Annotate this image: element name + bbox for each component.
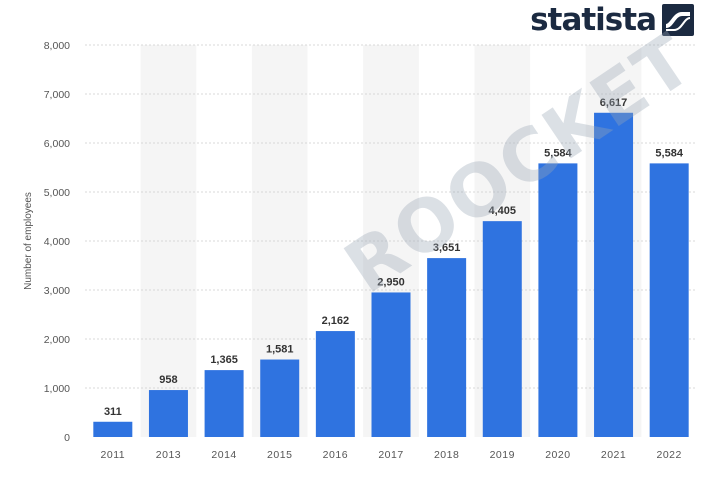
y-tick-label: 5,000 xyxy=(44,187,70,199)
data-label: 4,405 xyxy=(489,205,517,217)
x-tick-label: 2011 xyxy=(101,449,126,461)
bar xyxy=(260,359,300,437)
x-tick-label: 2017 xyxy=(378,449,403,461)
data-label: 5,584 xyxy=(544,147,572,159)
x-tick-label: 2014 xyxy=(211,449,236,461)
bars xyxy=(93,112,689,437)
bar xyxy=(482,221,522,437)
data-label: 958 xyxy=(159,374,177,386)
y-tick-label: 7,000 xyxy=(44,89,70,101)
y-tick-label: 6,000 xyxy=(44,138,70,150)
x-tick-label: 2019 xyxy=(490,449,515,461)
y-tick-label: 1,000 xyxy=(44,383,70,395)
x-tick-label: 2020 xyxy=(545,449,570,461)
x-tick-label: 2018 xyxy=(434,449,459,461)
bar xyxy=(93,421,133,437)
y-tick-label: 4,000 xyxy=(44,236,70,248)
brand-logo[interactable]: statista xyxy=(530,2,694,38)
data-label: 3,651 xyxy=(433,242,461,254)
brand-name: statista xyxy=(530,2,657,38)
x-axis-ticks: 2011 2013 2014 2015 2016 2017 2018 2019 2020 2021… xyxy=(101,449,682,461)
y-tick-label: 3,000 xyxy=(44,285,70,297)
y-axis-label: Number of employees xyxy=(23,192,34,290)
bar xyxy=(538,163,578,437)
data-label: 311 xyxy=(104,406,122,418)
y-axis-ticks: 0 1,000 2,000 3,000 4,000 5,000 6,000 7,000 8,00… xyxy=(44,40,70,444)
data-label: 2,950 xyxy=(377,276,405,288)
bar xyxy=(204,370,244,437)
bar xyxy=(649,163,689,437)
x-tick-label: 2022 xyxy=(657,449,682,461)
bar xyxy=(371,292,411,437)
data-label: 1,581 xyxy=(266,344,294,356)
data-label: 6,617 xyxy=(600,97,628,109)
statista-logo-icon xyxy=(662,4,694,36)
bar xyxy=(594,112,634,437)
bar xyxy=(148,390,188,437)
x-tick-label: 2021 xyxy=(601,449,626,461)
y-tick-label: 0 xyxy=(64,432,70,444)
data-label: 2,162 xyxy=(322,315,350,327)
x-tick-label: 2016 xyxy=(323,449,348,461)
data-label: 5,584 xyxy=(655,147,683,159)
y-tick-label: 2,000 xyxy=(44,334,70,346)
data-label: 1,365 xyxy=(210,354,238,366)
x-tick-label: 2015 xyxy=(267,449,292,461)
bar xyxy=(315,331,355,437)
x-tick-label: 2013 xyxy=(156,449,181,461)
data-labels: 311 958 1,365 1,581 2,162 2,950 3,651 4,405 5,58… xyxy=(104,97,684,418)
bar xyxy=(427,258,467,437)
y-tick-label: 8,000 xyxy=(44,40,70,52)
